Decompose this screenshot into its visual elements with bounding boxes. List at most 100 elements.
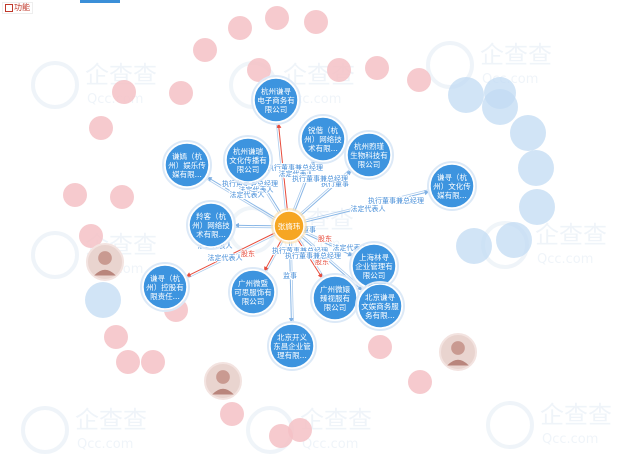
faded-company-node[interactable] xyxy=(519,189,555,225)
faded-company-node[interactable] xyxy=(510,115,546,151)
faded-company-node[interactable] xyxy=(456,228,492,264)
relation-edge xyxy=(185,232,276,277)
relation-edge xyxy=(292,160,313,212)
faded-person-node[interactable] xyxy=(228,16,252,40)
company-name-line: 限公司 xyxy=(363,271,386,280)
expand-icon xyxy=(5,3,13,12)
company-name-line: 广州微暨 xyxy=(238,278,268,288)
faded-person-node[interactable] xyxy=(112,80,136,104)
relation-edge xyxy=(187,234,277,279)
company-name-line: 限公司 xyxy=(242,297,265,306)
relation-edge xyxy=(234,226,274,229)
company-name-line: 杭州煦瑾 xyxy=(354,141,384,151)
faded-person-node[interactable] xyxy=(304,10,328,34)
watermark-logo-icon xyxy=(228,206,276,254)
faded-person-node[interactable] xyxy=(193,38,217,62)
company-name-line: 文娱商务服 xyxy=(361,301,399,311)
relation-edge xyxy=(303,230,354,255)
company-node[interactable]: 羚客（杭州）网络技术有限... xyxy=(186,200,236,250)
center-person-node[interactable]: 张旖玮 xyxy=(271,208,307,244)
faded-person-node[interactable] xyxy=(79,224,103,248)
watermark-logo-icon xyxy=(31,231,79,279)
company-name-line: 限公司 xyxy=(358,160,381,169)
company-name-line: 文化传播有 xyxy=(229,155,267,165)
edge-label: 法定代表人 xyxy=(230,190,265,199)
edge-label: 执行董事 xyxy=(321,179,349,188)
faded-person-node[interactable] xyxy=(247,58,271,82)
faded-person-node[interactable] xyxy=(63,183,87,207)
company-name-line: 媒有限... xyxy=(172,169,202,179)
faded-person-node[interactable] xyxy=(220,402,244,426)
faded-person-node[interactable] xyxy=(368,335,392,359)
company-name-line: 谦寻（杭 xyxy=(437,172,467,182)
company-name-line: 州）控股有 xyxy=(146,282,184,292)
person-photo-node[interactable] xyxy=(86,243,124,281)
company-name-line: 杭州谦瑞 xyxy=(233,146,263,156)
edge-label: 执行董事兼总经理 xyxy=(267,163,323,172)
faded-company-node[interactable] xyxy=(85,282,121,318)
edges-layer: 执行董事兼总经理法定代表人执行董事兼总经理法定代表人执行董事执行董事兼总经理法定… xyxy=(185,123,430,323)
company-node[interactable]: 锐偕（杭州）网络技术有限... xyxy=(298,114,348,164)
faded-person-node[interactable] xyxy=(327,58,351,82)
faded-company-node[interactable] xyxy=(496,222,532,258)
company-name-line: 限责任... xyxy=(150,291,180,301)
faded-person-node[interactable] xyxy=(365,56,389,80)
relation-edge xyxy=(293,160,316,213)
toolbar-toggle-button[interactable]: 功能 xyxy=(2,2,33,14)
person-photo-node[interactable] xyxy=(439,333,477,371)
company-name-line: 企业管理有 xyxy=(355,261,393,271)
person-photo-node[interactable] xyxy=(204,362,242,400)
company-name-line: 北京开义 xyxy=(277,332,307,342)
company-name-line: 州）文化传 xyxy=(433,181,471,191)
company-node[interactable]: 谦寻（杭州）文化传媒有限... xyxy=(427,161,477,211)
company-node[interactable]: 北京谦寻文娱商务服务有限... xyxy=(355,281,405,331)
watermark-domain-text: Qcc.com xyxy=(537,252,593,267)
edge-label: 监事 xyxy=(283,271,297,280)
faded-person-node[interactable] xyxy=(288,418,312,442)
faded-person-node[interactable] xyxy=(110,185,134,209)
edge-label: 法定代表人 xyxy=(239,185,274,194)
faded-company-node[interactable] xyxy=(448,77,484,113)
faded-person-node[interactable] xyxy=(269,424,293,448)
edge-label: 执行董事兼总经理 xyxy=(292,174,348,183)
faded-person-node[interactable] xyxy=(141,350,165,374)
relation-edge xyxy=(288,240,294,323)
top-tab-indicator xyxy=(80,0,120,3)
company-name-line: 术有限... xyxy=(308,143,338,153)
company-name-line: 限公司 xyxy=(324,303,347,312)
company-name-line: 生物科技有 xyxy=(350,150,388,160)
center-person-label: 张旖玮 xyxy=(278,221,301,231)
avatar-icon xyxy=(98,251,112,265)
faded-person-node[interactable] xyxy=(104,325,128,349)
relation-edge xyxy=(298,237,325,277)
company-node[interactable]: 谦嫣（杭州）娱乐传媒有限... xyxy=(162,140,212,190)
company-name-line: 限公司 xyxy=(265,105,288,114)
faded-nodes-layer xyxy=(63,6,555,448)
faded-person-node[interactable] xyxy=(89,116,113,140)
faded-person-node[interactable] xyxy=(265,6,289,30)
relation-edge xyxy=(299,170,352,217)
faded-person-node[interactable] xyxy=(116,350,140,374)
relation-edge xyxy=(302,189,429,221)
relation-edge xyxy=(258,181,280,215)
relation-edge xyxy=(264,238,283,272)
faded-company-node[interactable] xyxy=(484,77,516,109)
company-node[interactable]: 北京开义东昌企业管理有限... xyxy=(267,321,317,371)
faded-person-node[interactable] xyxy=(169,81,193,105)
faded-person-node[interactable] xyxy=(408,370,432,394)
faded-company-node[interactable] xyxy=(518,150,554,186)
relation-edge xyxy=(303,190,430,223)
toolbar-label: 功能 xyxy=(14,3,30,12)
company-node[interactable]: 谦寻（杭州）控股有限责任... xyxy=(140,262,190,312)
faded-person-node[interactable] xyxy=(407,68,431,92)
